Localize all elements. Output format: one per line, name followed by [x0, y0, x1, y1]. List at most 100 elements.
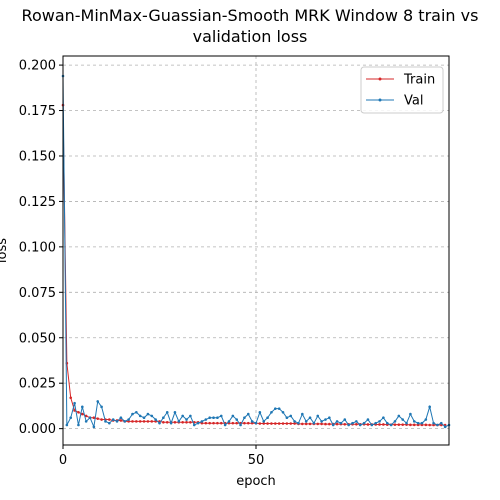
data-point — [235, 421, 238, 425]
data-point — [424, 418, 428, 421]
data-point — [308, 422, 312, 426]
x-axis-label: epoch — [236, 474, 276, 489]
data-point — [301, 422, 304, 426]
data-point — [316, 414, 320, 418]
data-point — [351, 421, 354, 425]
y-tick-label: 0.025 — [19, 377, 56, 392]
y-tick-label: 0.050 — [19, 331, 56, 346]
data-point — [173, 420, 177, 424]
data-point — [335, 420, 339, 423]
data-point — [219, 414, 223, 418]
legend: Train Val — [360, 66, 444, 114]
data-point — [382, 423, 385, 426]
data-point — [189, 420, 192, 424]
data-point — [200, 420, 204, 423]
data-point — [293, 422, 296, 425]
data-point — [358, 423, 362, 427]
data-point — [100, 405, 103, 409]
data-point — [154, 418, 157, 421]
y-axis-label: loss — [0, 238, 10, 263]
y-tick-label: 0.075 — [19, 286, 56, 301]
data-point — [131, 420, 134, 423]
data-point — [216, 421, 219, 425]
data-point — [393, 423, 397, 426]
data-point — [301, 412, 304, 416]
data-point — [308, 416, 312, 420]
legend-label: Train — [403, 73, 435, 88]
data-point — [196, 421, 200, 425]
data-point — [312, 421, 316, 425]
data-point — [355, 420, 358, 423]
data-point — [108, 421, 111, 425]
y-tick-label: 0.125 — [19, 195, 56, 210]
data-point — [378, 420, 381, 423]
series-val — [61, 74, 451, 429]
data-point — [432, 423, 435, 427]
data-point — [397, 423, 401, 426]
data-point — [243, 416, 246, 420]
data-point — [181, 414, 184, 418]
chart-title-line-1: Rowan-MinMax-Guassian-Smooth MRK Window … — [21, 6, 479, 25]
data-point — [177, 420, 181, 423]
data-point — [324, 422, 327, 426]
data-point — [150, 414, 154, 418]
data-point — [389, 423, 393, 427]
data-point — [119, 416, 123, 420]
data-point — [169, 421, 173, 425]
data-point — [409, 423, 412, 427]
data-point — [401, 418, 404, 421]
data-point — [146, 420, 150, 423]
data-point — [262, 422, 266, 425]
data-point — [412, 423, 416, 427]
data-point — [293, 420, 296, 423]
series-train — [61, 103, 447, 427]
data-point — [235, 418, 238, 421]
grid — [62, 56, 449, 445]
data-point — [185, 418, 188, 421]
data-point — [250, 420, 254, 423]
data-point — [96, 400, 100, 403]
series-line — [62, 105, 446, 426]
data-point — [73, 401, 76, 405]
data-point — [343, 422, 347, 426]
data-point — [274, 422, 277, 425]
data-point — [200, 421, 204, 425]
data-point — [69, 416, 73, 420]
data-point — [239, 423, 242, 427]
data-point — [266, 416, 269, 420]
data-point — [347, 423, 350, 427]
chart-title-line-2: validation loss — [192, 27, 308, 46]
data-point — [316, 422, 320, 426]
data-point — [328, 422, 331, 426]
data-point — [111, 418, 115, 421]
data-point — [192, 423, 196, 427]
data-point — [262, 420, 266, 423]
data-point — [92, 416, 96, 420]
data-point — [258, 410, 262, 414]
legend-label: Val — [404, 94, 423, 109]
data-point — [335, 422, 339, 426]
data-point — [324, 418, 327, 421]
data-point — [162, 420, 165, 424]
data-point — [397, 414, 401, 418]
data-point — [285, 422, 289, 425]
data-point — [73, 409, 76, 412]
legend-marker — [378, 77, 382, 81]
data-point — [123, 420, 127, 423]
x-tick-label: 0 — [59, 453, 67, 468]
y-tick-label: 0.200 — [19, 59, 56, 74]
data-point — [127, 420, 130, 423]
series-layer — [61, 74, 451, 429]
data-point — [304, 422, 308, 426]
y-tick-label: 0.175 — [19, 104, 56, 119]
data-point — [428, 405, 432, 409]
data-point — [223, 423, 227, 427]
data-point — [158, 421, 161, 425]
data-point — [443, 425, 447, 429]
data-point — [135, 410, 138, 414]
data-point — [150, 420, 154, 423]
data-point — [84, 420, 88, 423]
data-point — [108, 418, 111, 421]
data-point — [142, 420, 146, 423]
